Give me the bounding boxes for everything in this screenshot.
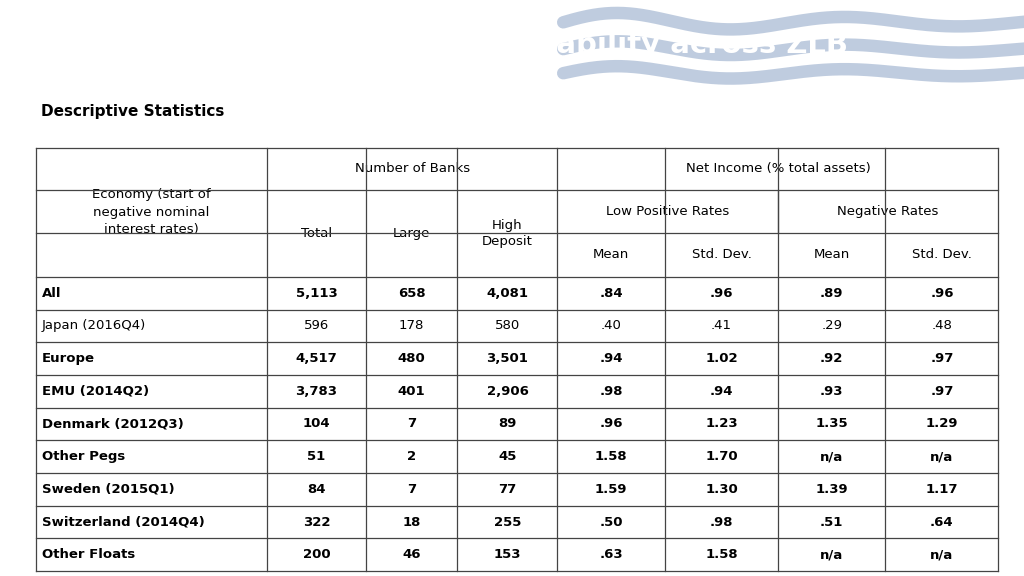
Text: 1.58: 1.58 [706,548,737,561]
Text: Number of Banks: Number of Banks [354,162,470,176]
Text: n/a: n/a [931,450,953,463]
Text: 89: 89 [499,418,517,430]
Text: 84: 84 [307,483,326,496]
Text: 580: 580 [495,319,520,332]
Text: 153: 153 [494,548,521,561]
Text: 1.02: 1.02 [706,352,737,365]
Text: n/a: n/a [931,548,953,561]
Text: 596: 596 [304,319,329,332]
Text: 45: 45 [499,450,517,463]
Text: .89: .89 [820,287,844,300]
Text: .50: .50 [599,516,623,529]
Text: Europe: Europe [42,352,95,365]
Text: 1.17: 1.17 [926,483,958,496]
Text: 1.23: 1.23 [706,418,737,430]
Text: 1.30: 1.30 [706,483,738,496]
Text: All: All [42,287,61,300]
Text: Low Positive Rates: Low Positive Rates [606,205,729,218]
Text: Other Floats: Other Floats [42,548,135,561]
Text: Total: Total [301,227,332,240]
Text: n/a: n/a [820,548,844,561]
Text: .97: .97 [930,385,953,398]
Text: .96: .96 [599,418,623,430]
Text: n/a: n/a [820,450,844,463]
Text: 51: 51 [307,450,326,463]
Text: .96: .96 [710,287,733,300]
Text: Net Income (% total assets): Net Income (% total assets) [685,162,870,176]
Text: 200: 200 [303,548,331,561]
Text: 1.59: 1.59 [595,483,628,496]
Text: 3,783: 3,783 [296,385,338,398]
Text: .98: .98 [599,385,623,398]
Text: 4,517: 4,517 [296,352,338,365]
Text: .94: .94 [710,385,733,398]
Text: 2,906: 2,906 [486,385,528,398]
Text: 46: 46 [402,548,421,561]
Text: 401: 401 [398,385,426,398]
Text: 4,081: 4,081 [486,287,528,300]
Text: 255: 255 [494,516,521,529]
Text: Sweden (2015Q1): Sweden (2015Q1) [42,483,175,496]
Text: Economy (start of
negative nominal
interest rates): Economy (start of negative nominal inter… [92,188,211,236]
Text: Little overall difference in profitability across ZLB: Little overall difference in profitabili… [26,31,848,59]
Text: Descriptive Statistics: Descriptive Statistics [41,104,224,119]
Text: 7: 7 [408,418,417,430]
Text: 5,113: 5,113 [296,287,338,300]
Text: 3,501: 3,501 [486,352,528,365]
Text: 1.29: 1.29 [926,418,958,430]
Text: 178: 178 [399,319,424,332]
Text: .41: .41 [711,319,732,332]
Text: 658: 658 [398,287,426,300]
Text: Std. Dev.: Std. Dev. [912,248,972,262]
Text: .64: .64 [930,516,953,529]
Text: Negative Rates: Negative Rates [838,205,939,218]
Text: .97: .97 [930,352,953,365]
Text: High
Deposit: High Deposit [482,219,532,248]
Text: Std. Dev.: Std. Dev. [691,248,752,262]
Text: 1.58: 1.58 [595,450,628,463]
Text: .29: .29 [821,319,842,332]
Text: .98: .98 [710,516,733,529]
Text: 18: 18 [402,516,421,529]
Text: Switzerland (2014Q4): Switzerland (2014Q4) [42,516,205,529]
Text: Large: Large [393,227,430,240]
Text: Other Pegs: Other Pegs [42,450,125,463]
Text: .96: .96 [930,287,953,300]
Text: 7: 7 [408,483,417,496]
Text: 1.35: 1.35 [815,418,848,430]
Text: Mean: Mean [593,248,630,262]
Text: .63: .63 [599,548,623,561]
Text: 2: 2 [408,450,417,463]
Text: 1.70: 1.70 [706,450,737,463]
Text: Mean: Mean [814,248,850,262]
Text: .40: .40 [601,319,622,332]
Text: Japan (2016Q4): Japan (2016Q4) [42,319,146,332]
Text: 322: 322 [303,516,331,529]
Text: .94: .94 [599,352,623,365]
Text: 104: 104 [303,418,331,430]
Text: 77: 77 [499,483,516,496]
Text: .48: .48 [932,319,952,332]
Text: .84: .84 [599,287,623,300]
Text: EMU (2014Q2): EMU (2014Q2) [42,385,150,398]
Text: .92: .92 [820,352,844,365]
Text: 1.39: 1.39 [815,483,848,496]
Text: Denmark (2012Q3): Denmark (2012Q3) [42,418,183,430]
Text: 480: 480 [398,352,426,365]
Text: .93: .93 [820,385,844,398]
Text: .51: .51 [820,516,844,529]
